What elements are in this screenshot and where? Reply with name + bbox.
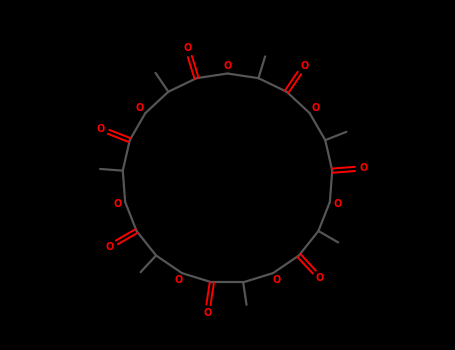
Text: O: O — [223, 61, 232, 71]
Text: O: O — [359, 163, 367, 173]
Text: O: O — [272, 275, 281, 285]
Text: O: O — [312, 103, 320, 113]
Text: O: O — [106, 241, 114, 252]
Text: O: O — [300, 61, 308, 71]
Text: O: O — [113, 198, 122, 209]
Text: O: O — [183, 43, 192, 54]
Text: O: O — [203, 308, 211, 318]
Text: O: O — [135, 103, 143, 113]
Text: O: O — [333, 198, 342, 209]
Text: O: O — [96, 124, 105, 134]
Text: O: O — [316, 273, 324, 283]
Text: O: O — [174, 275, 183, 285]
